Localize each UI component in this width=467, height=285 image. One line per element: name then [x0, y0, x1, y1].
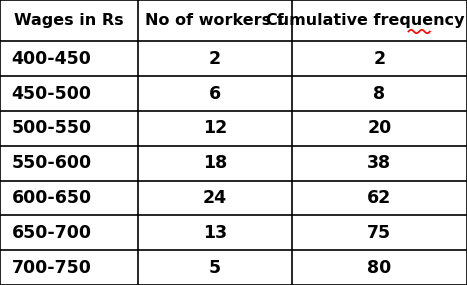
Text: Wages in Rs: Wages in Rs: [14, 13, 124, 28]
Text: Cumulative frequency c.f: Cumulative frequency c.f: [266, 13, 467, 28]
Text: 24: 24: [203, 189, 227, 207]
Text: 6: 6: [209, 85, 221, 103]
Text: 18: 18: [203, 154, 227, 172]
Text: 38: 38: [368, 154, 391, 172]
Text: 80: 80: [368, 258, 391, 277]
Text: 450-500: 450-500: [12, 85, 92, 103]
Text: 75: 75: [368, 224, 391, 242]
Text: 8: 8: [374, 85, 385, 103]
Text: 500-550: 500-550: [12, 119, 92, 137]
Text: 650-700: 650-700: [12, 224, 92, 242]
Text: 400-450: 400-450: [12, 50, 92, 68]
Text: 20: 20: [368, 119, 391, 137]
Text: 2: 2: [209, 50, 221, 68]
Text: 5: 5: [209, 258, 221, 277]
Text: No of workers f: No of workers f: [145, 13, 284, 28]
Text: 2: 2: [374, 50, 385, 68]
Text: 62: 62: [368, 189, 391, 207]
Text: 550-600: 550-600: [12, 154, 92, 172]
Text: 12: 12: [203, 119, 227, 137]
Text: 700-750: 700-750: [12, 258, 92, 277]
Text: 600-650: 600-650: [12, 189, 92, 207]
Text: 13: 13: [203, 224, 227, 242]
